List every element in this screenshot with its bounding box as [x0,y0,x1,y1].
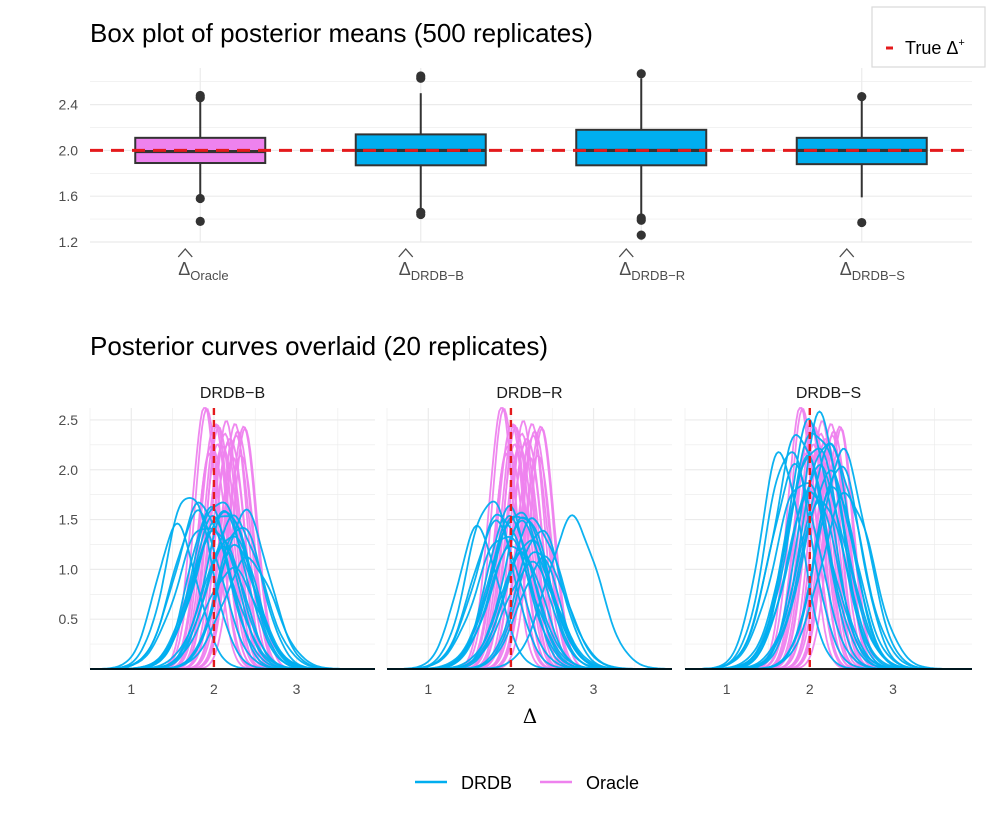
x-tick-subscript: DRDB−B [411,268,464,283]
box-outlier-point [416,209,426,220]
boxplot-y-ticks: 1.2 1.6 2.0 2.4 [59,97,79,250]
facet-strip-label: DRDB−B [200,385,265,402]
density-x-tick-label: 2 [210,681,218,697]
series-legend: DRDB Oracle [415,773,639,793]
density-x-tick-label: 2 [507,681,515,697]
x-tick-hat-accent [839,248,855,258]
box-outlier-point [636,69,646,79]
x-tick-hat-accent [177,248,193,258]
density-x-tick-label: 3 [293,681,301,697]
density-y-tick-label: 2.5 [59,412,79,428]
density-facets: DRDB−B 0.5 1.0 1.5 2.0 2.5 1 2 3 DRDB−R 1 2 3 DRDB−S 1… [59,385,972,697]
facet-drdb-b: DRDB−B 0.5 1.0 1.5 2.0 2.5 1 2 3 [59,385,375,697]
boxplot-x-tick-label: ΔDRDB−S [840,259,905,283]
x-tick-symbol: Δ [619,259,631,279]
x-tick-subscript: DRDB−R [631,268,685,283]
box-outlier-point [195,93,205,103]
box-outlier-point [416,73,426,83]
density-x-tick-label: 1 [723,681,731,697]
boxplot-y-tick-label: 1.6 [59,188,79,204]
facet-strip-label: DRDB−S [796,385,861,402]
boxplot-x-tick-label: ΔDRDB−B [399,259,464,283]
legend-true-delta-superscript: + [958,37,964,49]
box-outlier-point [636,230,646,240]
x-tick-subscript: Oracle [190,268,228,283]
legend-true-delta-label: True Δ+ [905,37,965,58]
box-outlier-point [857,217,867,228]
x-tick-hat-accent [618,248,634,258]
density-title: Posterior curves overlaid (20 replicates… [90,331,548,361]
density-x-axis-label: Δ [523,704,537,728]
density-x-tick-label: 3 [590,681,598,697]
x-tick-symbol: Δ [178,259,190,279]
density-y-tick-label: 0.5 [59,611,79,627]
legend-box [871,6,986,68]
box-drdb-b [354,71,487,220]
density-panel: Posterior curves overlaid (20 replicates… [59,331,972,728]
legend-label-drdb: DRDB [461,773,512,793]
density-x-tick-label: 3 [889,681,897,697]
box-drdb-r [575,69,708,240]
density-y-tick-label: 2.0 [59,462,79,478]
boxplot-y-tick-label: 1.2 [59,234,79,250]
x-tick-symbol: Δ [840,259,852,279]
true-delta-legend: True Δ+ [871,6,986,68]
density-y-tick-label: 1.0 [59,561,79,577]
boxplot-x-ticks: ΔOracle ΔDRDB−B ΔDRDB−R ΔDRDB−S [177,248,905,283]
box-body [575,128,708,167]
density-y-tick-label: 1.5 [59,512,79,528]
boxplot-panel: Box plot of posterior means (500 replica… [59,6,986,283]
boxplot-boxes [134,69,928,240]
box-outlier-point [857,92,867,102]
box-outlier-point [636,215,646,225]
boxplot-title: Box plot of posterior means (500 replica… [90,18,593,48]
box-outlier-point [195,193,205,204]
facet-strip-label: DRDB−R [496,385,562,402]
legend-label-oracle: Oracle [586,773,639,793]
facet-drdb-s: DRDB−S 1 2 3 [684,385,972,697]
drdb-density-curve [387,545,672,670]
density-x-tick-label: 1 [424,681,432,697]
legend-true-delta-text: True Δ [905,38,958,58]
boxplot-x-tick-label: ΔOracle [178,259,228,283]
box-outlier-point [195,216,205,226]
boxplot-y-tick-label: 2.4 [59,97,79,113]
x-tick-symbol: Δ [399,259,411,279]
boxplot-x-tick-label: ΔDRDB−R [619,259,685,283]
x-tick-hat-accent [398,248,414,258]
density-x-tick-label: 1 [127,681,135,697]
density-x-tick-label: 2 [806,681,814,697]
box-drdb-s [795,92,928,228]
x-tick-subscript: DRDB−S [852,268,905,283]
facet-drdb-r: DRDB−R 1 2 3 [386,385,672,697]
boxplot-y-tick-label: 2.0 [59,142,79,158]
